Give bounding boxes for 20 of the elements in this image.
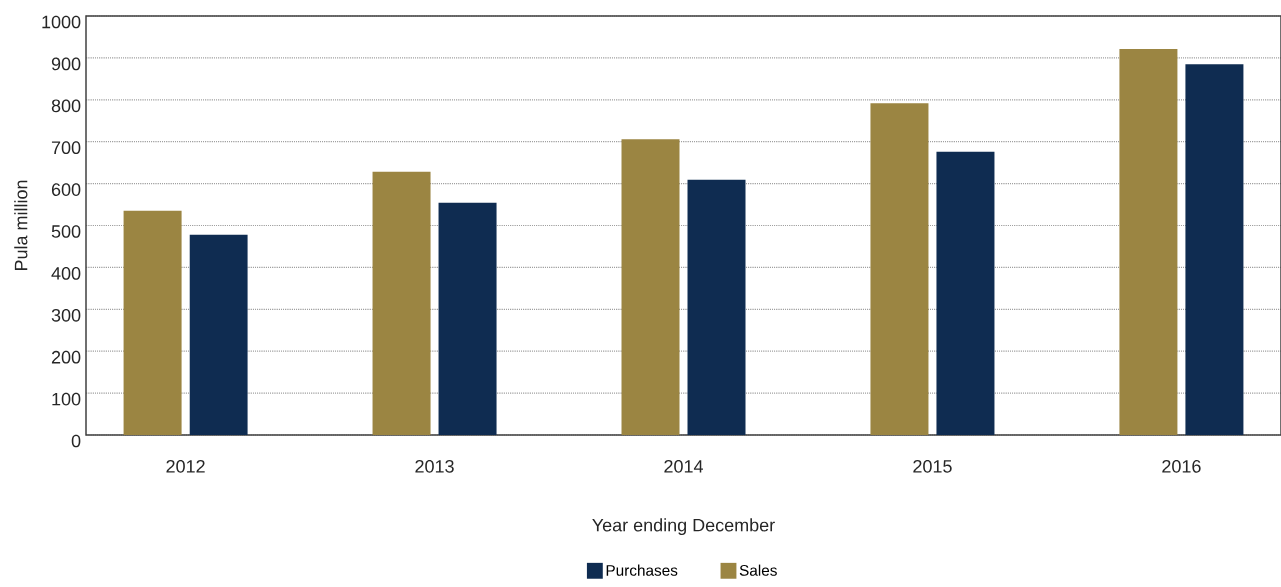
y-tick-label: 400	[51, 267, 81, 280]
x-tick-label: 2015	[913, 459, 952, 473]
x-tick-label: 2014	[664, 459, 703, 473]
y-tick-label: 0	[71, 434, 81, 448]
x-tick-label: 2013	[415, 459, 454, 473]
legend-label: Purchases	[606, 564, 678, 576]
y-tick-label: 1000	[42, 15, 81, 29]
y-tick-label: 100	[52, 392, 81, 406]
x-tick-label: 2016	[1162, 459, 1201, 473]
legend-label: Sales	[739, 564, 777, 576]
y-tick-label: 500	[51, 225, 81, 238]
y-axis-title: Pula million	[14, 180, 28, 271]
y-tick-label: 800	[51, 99, 81, 113]
x-axis-title: Year ending December	[592, 518, 775, 536]
y-tick-label: 200	[51, 350, 81, 364]
y-tick-label: 600	[51, 183, 81, 196]
y-tick-label: 300	[51, 308, 81, 322]
x-tick-label: 2012	[166, 459, 205, 473]
y-tick-label: 700	[51, 141, 81, 155]
y-tick-label: 900	[51, 57, 81, 71]
